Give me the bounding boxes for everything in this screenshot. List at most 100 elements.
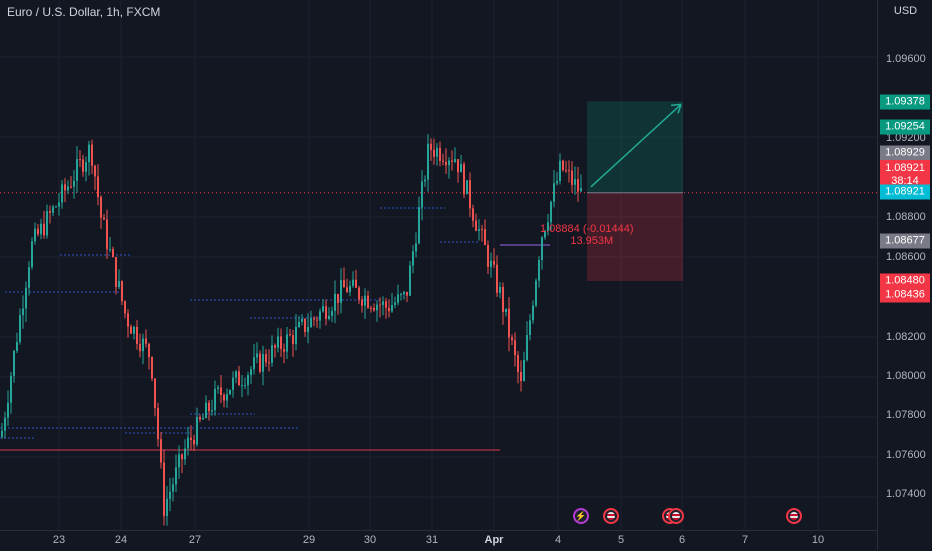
time-tick: Apr [484, 534, 504, 546]
price-axis[interactable]: USD 1.09600 1.09200 1.08800 1.08600 1.08… [877, 0, 932, 550]
candle-body [349, 285, 351, 293]
candle-body [352, 279, 354, 286]
candle-body [16, 342, 18, 351]
time-axis[interactable]: 23 24 27 29 30 31 Apr 4 5 6 7 10 [0, 530, 877, 551]
candle-body [532, 305, 534, 321]
candle-body [433, 149, 435, 157]
symbol-title[interactable]: Euro / U.S. Dollar, 1h, FXCM [7, 5, 161, 19]
candle-body [97, 176, 99, 198]
time-tick: 29 [302, 534, 316, 546]
candle-body [469, 180, 471, 209]
candle-body [79, 159, 81, 161]
candle-body [52, 206, 54, 213]
candle-body [85, 162, 87, 172]
candle-body [538, 259, 540, 281]
candle-body [385, 301, 387, 308]
candle-body [37, 228, 39, 235]
candle-body [94, 165, 96, 177]
candle-body [109, 249, 111, 251]
level-price-label: 1.09254 [880, 119, 930, 135]
candle-body [289, 334, 291, 336]
stop-price-label: 1.08480 [880, 273, 930, 289]
candle-body [382, 301, 384, 305]
price-tick: 1.09600 [886, 53, 926, 65]
price-tick: 1.08200 [886, 331, 926, 343]
annotation-volume: 13.953M [570, 235, 614, 247]
us-flag-icon[interactable] [668, 508, 684, 524]
candle-body [574, 179, 576, 185]
candle-body [559, 160, 561, 181]
candle-body [112, 249, 114, 258]
candle-body [103, 217, 105, 220]
candle-body [409, 265, 411, 296]
candle-body [124, 301, 126, 314]
candle-body [373, 308, 375, 311]
candle-body [406, 291, 408, 296]
candle-body [34, 228, 36, 242]
candle-body [139, 343, 141, 352]
candle-body [424, 179, 426, 182]
us-flag-icon[interactable] [603, 508, 619, 524]
candle-body [472, 208, 474, 221]
candlestick-chart[interactable] [0, 0, 877, 530]
candle-body [265, 354, 267, 363]
candle-body [67, 186, 69, 191]
chart-pane[interactable]: Euro / U.S. Dollar, 1h, FXCM 1.08884 (-0… [0, 0, 877, 530]
candle-body [232, 377, 234, 390]
candle-body [553, 183, 555, 202]
price-tick: 1.07400 [886, 488, 926, 500]
candle-body [400, 294, 402, 296]
candle-body [133, 326, 135, 334]
candle-body [460, 164, 462, 173]
currency-label[interactable]: USD [893, 5, 918, 17]
candle-body [466, 180, 468, 195]
candle-body [346, 287, 348, 293]
candle-body [223, 394, 225, 401]
candle-body [271, 345, 273, 363]
candle-body [436, 147, 438, 157]
candle-body [25, 287, 27, 309]
candle-body [571, 170, 573, 185]
candle-body [475, 220, 477, 231]
candle-body [175, 467, 177, 485]
candle-body [427, 143, 429, 180]
candle-body [184, 448, 186, 460]
candle-body [370, 307, 372, 309]
candle-body [439, 147, 441, 161]
candle-body [196, 416, 198, 445]
time-tick: 5 [617, 534, 625, 546]
candle-body [463, 164, 465, 195]
time-tick: 24 [114, 534, 128, 546]
candle-body [358, 287, 360, 300]
candle-body [484, 229, 486, 246]
candle-body [523, 360, 525, 381]
time-tick: 6 [678, 534, 686, 546]
candle-body [253, 357, 255, 370]
candle-body [298, 321, 300, 327]
candle-body [292, 335, 294, 345]
candle-body [541, 237, 543, 260]
candle-body [568, 170, 570, 172]
candle-body [430, 143, 432, 150]
candle-body [403, 291, 405, 295]
candle-body [505, 308, 507, 313]
candle-body [415, 243, 417, 252]
candle-body [364, 295, 366, 306]
price-tick: 1.08800 [886, 211, 926, 223]
prev-close-label: 1.08929 [880, 145, 930, 161]
candle-body [337, 293, 339, 303]
candle-body [13, 350, 15, 376]
candle-body [4, 417, 6, 431]
price-tick: 1.09200 [886, 132, 926, 144]
candle-body [127, 313, 129, 327]
candle-body [181, 454, 183, 460]
candle-body [517, 355, 519, 373]
candle-body [217, 387, 219, 389]
lightning-icon[interactable]: ⚡ [573, 508, 589, 524]
us-flag-icon[interactable] [786, 508, 802, 524]
candle-body [43, 223, 45, 236]
candle-body [82, 159, 84, 172]
candle-body [100, 197, 102, 218]
candle-body [301, 318, 303, 322]
time-tick: 7 [741, 534, 749, 546]
